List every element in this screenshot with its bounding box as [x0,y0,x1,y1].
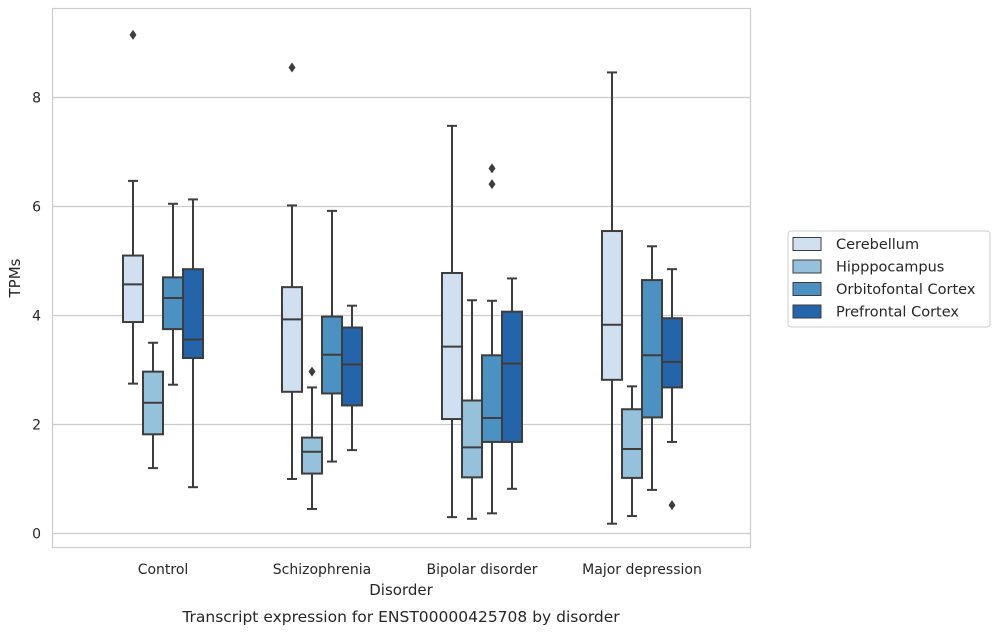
legend-swatch [792,282,822,296]
box-cerebellum [281,62,303,480]
box-iqr [461,399,483,479]
outlier-point [488,163,496,174]
box-prefrontal-cortex [182,198,204,489]
box-hipppocampus [461,299,483,520]
y-axis-title: TPMs [6,258,24,298]
box-orbitofontal-cortex [162,202,184,386]
y-tick-label: 0 [32,527,41,543]
plot-frame [51,7,752,549]
y-tick-label: 4 [32,309,41,325]
outlier-point [668,500,676,511]
legend-label: Hipppocampus [836,260,944,276]
chart-caption: Transcript expression for ENST0000042570… [181,608,620,626]
x-tick-label: Bipolar disorder [426,562,537,578]
x-tick-label: Control [138,562,189,578]
box-orbitofontal-cortex [641,245,663,491]
outlier-point [488,179,496,190]
box-hipppocampus [142,341,164,470]
x-tick-label: Major depression [582,562,702,578]
box-iqr [301,436,323,475]
legend-label: Cerebellum [836,237,919,253]
x-axis-ticks: Control Schizophrenia Bipolar disorder Majo… [138,562,702,578]
outlier-point [129,29,137,40]
y-tick-label: 2 [32,418,41,434]
box-prefrontal-cortex [341,304,363,452]
box-cerebellum [122,29,144,385]
box-iqr [481,354,503,443]
legend: Cerebellum Hipppocampus Orbitofontal Corte… [787,230,991,328]
box-hipppocampus [621,385,643,518]
box-iqr [281,286,303,393]
box-iqr [501,310,523,443]
box-iqr [162,276,184,331]
y-tick-label: 8 [32,91,41,107]
x-tick-label: Schizophrenia [273,562,371,578]
box-hipppocampus [301,366,323,510]
box-cerebellum [601,71,623,525]
box-iqr [601,230,623,381]
legend-swatch [792,237,822,251]
box-orbitofontal-cortex [481,163,503,515]
box-prefrontal-cortex [501,277,523,490]
legend-label: Orbitofontal Cortex [836,282,976,298]
y-tick-label: 6 [32,200,41,216]
box-iqr [641,279,663,419]
y-axis-ticks: 0 2 4 6 8 [32,91,41,543]
box-iqr [341,326,363,407]
box-prefrontal-cortex [661,268,683,511]
outlier-point [288,62,296,73]
legend-swatch [792,304,822,319]
box-iqr [661,317,683,389]
plot-area [122,29,683,525]
x-axis-title: Disorder [369,581,433,599]
box-cerebellum [441,124,463,519]
box-iqr [182,268,204,360]
legend-frame [787,230,991,328]
outlier-point [308,366,316,377]
legend-swatch [792,259,822,274]
box-iqr [621,408,643,479]
box-iqr [122,254,144,324]
legend-label: Prefrontal Cortex [836,305,959,321]
